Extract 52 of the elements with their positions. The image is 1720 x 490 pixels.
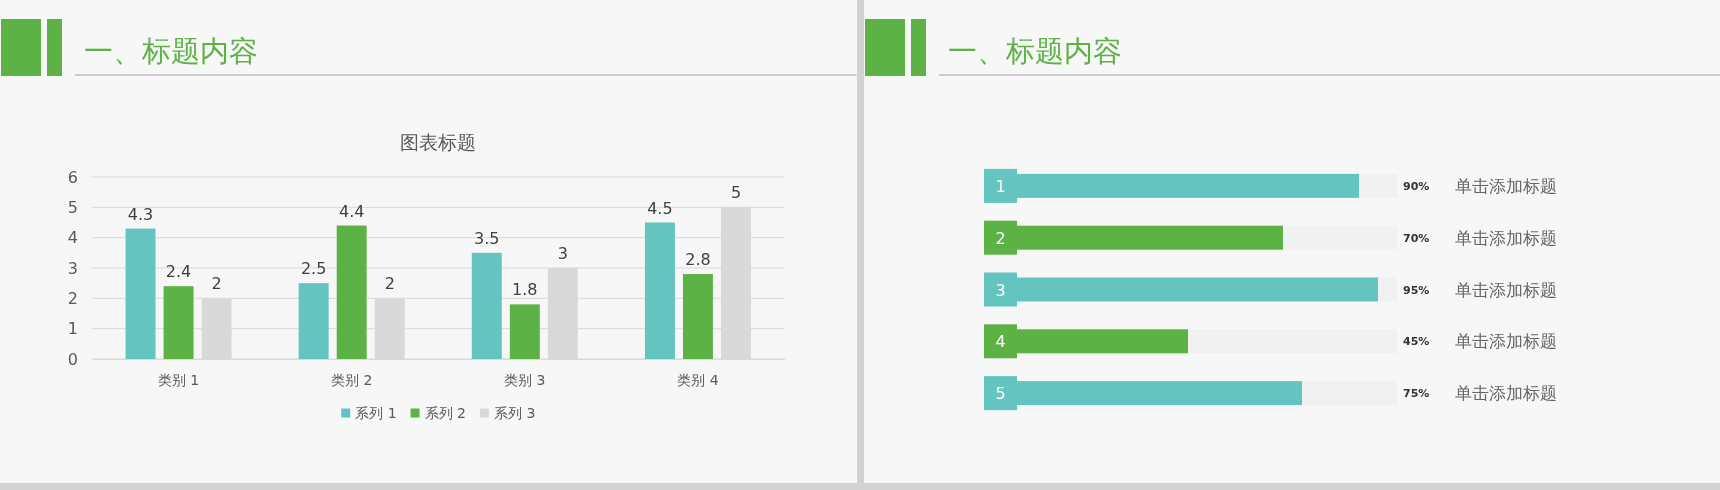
data-label: 4.5 <box>647 198 673 218</box>
y-tick-label: 0 <box>67 349 78 369</box>
data-label: 5 <box>730 183 742 203</box>
chart-title: 一、标题内容 <box>84 34 258 68</box>
data-label: 45% <box>1402 335 1429 349</box>
bar <box>125 228 156 359</box>
data-label: 2.8 <box>685 250 711 270</box>
y-tick-label: 5 <box>994 384 1006 404</box>
data-label: 1.8 <box>512 280 538 300</box>
data-label: 2.5 <box>300 259 327 279</box>
y-tick-label: 3 <box>67 258 78 278</box>
legend-label: 系列 2 <box>424 405 466 421</box>
data-label: 70% <box>1402 231 1429 245</box>
x-tick-label: 类别 4 <box>677 371 719 388</box>
data-label: 4.4 <box>338 201 365 221</box>
y-tick-label: 4 <box>994 332 1006 352</box>
data-label: 4.3 <box>127 204 154 224</box>
y-tick-label: 1 <box>67 319 78 339</box>
text: 单击添加标题 <box>1454 175 1557 196</box>
text: 单击添加标题 <box>1454 279 1557 300</box>
legend-label: 系列 1 <box>355 405 397 421</box>
y-tick-label: 1 <box>994 176 1006 196</box>
bar <box>163 286 194 359</box>
x-tick-label: 类别 3 <box>504 371 546 388</box>
y-tick-label: 5 <box>67 197 78 217</box>
data-label: 2 <box>211 274 222 294</box>
data-label: 75% <box>1402 387 1429 401</box>
data-label: 3.5 <box>474 228 500 248</box>
y-tick-label: 3 <box>994 280 1006 300</box>
y-tick-label: 6 <box>67 167 78 187</box>
bar <box>298 283 329 359</box>
legend-label: 系列 3 <box>493 405 536 421</box>
y-tick-label: 2 <box>67 288 78 308</box>
x-tick-label: 类别 1 <box>157 371 200 388</box>
y-tick-label: 2 <box>994 228 1006 248</box>
data-label: 2 <box>384 274 395 294</box>
bar <box>682 274 713 359</box>
bar <box>471 252 502 359</box>
bar <box>336 225 367 359</box>
data-label: 2.4 <box>165 262 192 282</box>
text: 单击添加标题 <box>1454 383 1557 404</box>
bar <box>509 304 540 359</box>
chart-subtitle: 图表标题 <box>400 131 477 153</box>
text: 单击添加标题 <box>1454 227 1557 248</box>
chart-title: 一、标题内容 <box>947 34 1122 68</box>
y-tick-label: 4 <box>67 228 78 248</box>
data-label: 90% <box>1402 179 1429 193</box>
bar <box>644 222 675 359</box>
x-tick-label: 类别 2 <box>331 371 373 388</box>
data-label: 95% <box>1402 283 1429 297</box>
data-label: 3 <box>557 244 568 263</box>
text: 单击添加标题 <box>1454 331 1557 352</box>
